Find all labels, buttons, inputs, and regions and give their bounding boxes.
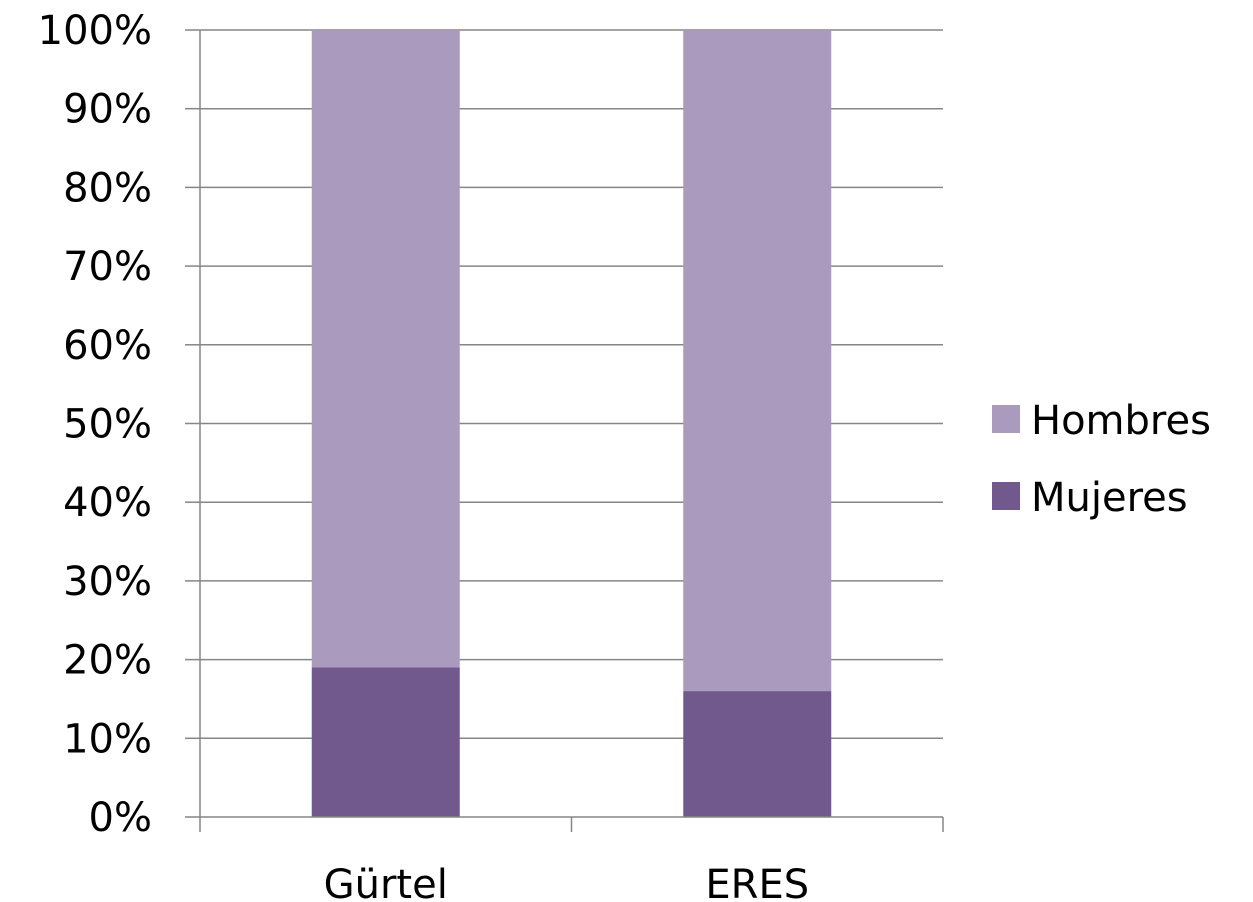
bar-mujeres-2 xyxy=(683,691,832,817)
y-tick-label: 40% xyxy=(63,480,152,526)
gridlines xyxy=(200,29,943,740)
y-tick-label: 90% xyxy=(63,87,152,133)
legend-label-mujeres: Mujeres xyxy=(1031,475,1188,521)
x-category-label: ERES xyxy=(705,862,809,902)
y-tick-label: 0% xyxy=(89,795,152,841)
legend-swatch-mujeres xyxy=(992,482,1020,510)
bar-hombres-2 xyxy=(683,30,832,692)
y-tick-label: 50% xyxy=(63,402,152,448)
bar-mujeres-1 xyxy=(311,667,460,817)
y-axis: 0% 10% 20% 30% 40% 50% 60% 70% 80% 90% 100% xyxy=(38,8,201,841)
bar-hombres-1 xyxy=(311,30,460,668)
y-tick-label: 10% xyxy=(63,716,152,762)
legend-swatch-hombres xyxy=(992,405,1020,433)
y-tick-label: 30% xyxy=(63,559,152,605)
y-tick-label: 60% xyxy=(63,323,152,369)
y-tick-label: 70% xyxy=(63,244,152,290)
y-tick-label: 100% xyxy=(38,8,152,54)
x-category-label: Gürtel xyxy=(324,862,448,902)
legend: Hombres Mujeres xyxy=(992,398,1211,521)
bars xyxy=(311,30,832,817)
y-tick-label: 20% xyxy=(63,638,152,684)
x-axis: Gürtel ERES xyxy=(199,816,944,902)
legend-label-hombres: Hombres xyxy=(1031,398,1211,444)
y-tick-label: 80% xyxy=(63,165,152,211)
